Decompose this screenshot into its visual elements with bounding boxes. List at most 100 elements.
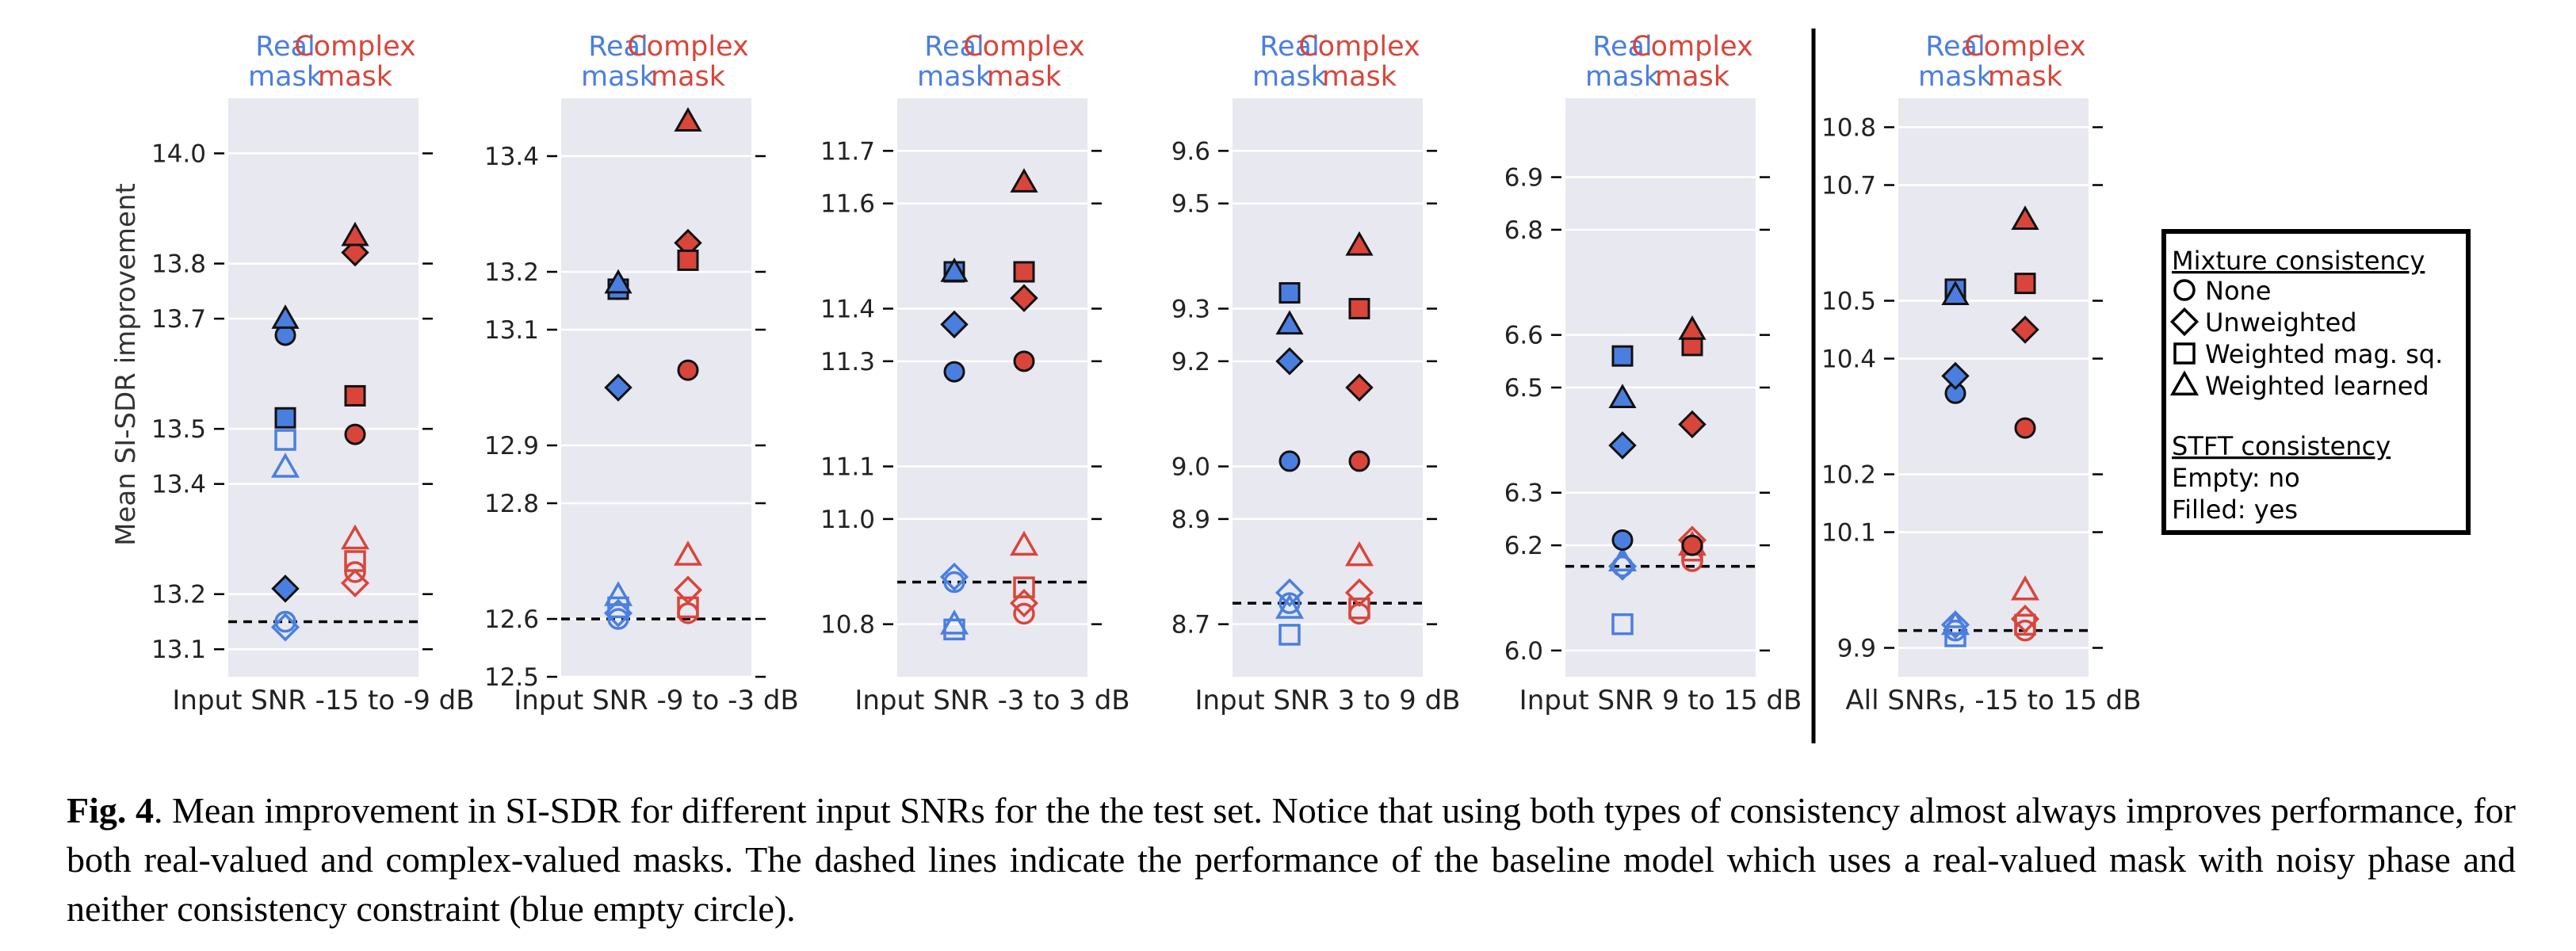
caption-label: Fig. 4 [67, 790, 154, 831]
data-point [1013, 261, 1035, 283]
real-mask-header: Real [1925, 31, 1985, 63]
y-tick-label: 11.1 [820, 453, 875, 482]
plot-area [228, 98, 419, 677]
y-tick-label: 13.7 [151, 305, 206, 334]
data-point [604, 269, 633, 294]
real-mask-header: Real [924, 31, 984, 63]
plot-area [897, 98, 1087, 677]
legend-marker [2169, 307, 2200, 337]
data-point [344, 561, 366, 583]
legend-item-label: None [2205, 276, 2271, 306]
data-point [1345, 373, 1374, 402]
data-point [1608, 431, 1637, 460]
data-point [1345, 231, 1374, 256]
data-point [270, 613, 300, 642]
y-axis-label: Mean SI-SDR improvement [110, 183, 142, 546]
data-point [1611, 529, 1634, 551]
data-point [2014, 417, 2036, 439]
y-tick-label: 8.9 [1171, 506, 1210, 534]
legend: Mixture consistency NoneUnweightedWeight… [2161, 229, 2471, 535]
data-point [340, 568, 370, 598]
data-point [1940, 609, 1970, 636]
data-point [274, 429, 296, 451]
plot-area [561, 98, 751, 677]
x-axis-label: Input SNR -15 to -9 dB [172, 685, 474, 716]
y-tick-label: 6.9 [1504, 164, 1543, 193]
real-mask-header: mask [1252, 61, 1328, 93]
caption-text: . Mean improvement in SI-SDR for differe… [67, 790, 2516, 929]
chart-panel: 10.8 11.0 11.1 11.3 11.4 11.6 11.7 RealmaskComp… [820, 31, 1130, 716]
data-point [1348, 450, 1370, 472]
data-point [1013, 602, 1035, 625]
real-mask-header: mask [1918, 61, 1993, 93]
y-tick-label: 6.2 [1504, 532, 1543, 560]
data-point [341, 221, 369, 246]
y-tick-label: 10.8 [820, 611, 875, 640]
y-tick-label: 6.0 [1504, 637, 1543, 666]
y-tick-label: 12.6 [484, 605, 539, 634]
y-tick-label: 8.7 [1171, 611, 1210, 640]
y-tick-label: 10.8 [1821, 114, 1876, 143]
data-point [1009, 589, 1039, 618]
data-point [1275, 578, 1305, 607]
legend-stft-empty: Empty: no [2172, 463, 2300, 493]
complex-mask-header: Complex [1631, 31, 1753, 63]
data-point [2011, 205, 2039, 231]
data-point [1678, 410, 1707, 439]
y-tick-label: 12.5 [484, 663, 539, 692]
data-point [674, 107, 702, 132]
complex-mask-header: mask [1322, 61, 1397, 93]
complex-mask-header: mask [1655, 61, 1730, 93]
data-point [943, 361, 965, 383]
data-point [1344, 540, 1374, 567]
x-axis-label: Input SNR -9 to -3 dB [514, 685, 799, 716]
data-point [1944, 625, 1966, 647]
data-point [940, 257, 969, 282]
legend-stft-title: STFT consistency [2172, 431, 2391, 461]
data-point [1348, 597, 1370, 620]
data-point [1278, 624, 1301, 646]
real-mask-header: mask [917, 61, 992, 93]
y-tick-label: 11.6 [820, 190, 875, 219]
data-point [1013, 350, 1035, 372]
data-point [1278, 282, 1301, 304]
real-mask-header: Real [1592, 31, 1652, 63]
data-point [271, 304, 300, 329]
data-point [1344, 578, 1374, 607]
complex-mask-header: Complex [963, 31, 1085, 63]
complex-mask-header: mask [651, 61, 726, 93]
y-tick-label: 11.3 [820, 348, 875, 376]
y-tick-label: 6.3 [1504, 479, 1543, 508]
legend-frame [2161, 229, 2471, 535]
data-point [271, 575, 300, 603]
y-tick-label: 9.5 [1171, 190, 1210, 219]
data-point [1941, 281, 1970, 305]
y-tick-label: 9.6 [1171, 137, 1210, 166]
legend-marker [2173, 279, 2196, 301]
legend-mixture-title: Mixture consistency [2172, 246, 2425, 276]
y-tick-label: 13.5 [151, 415, 206, 444]
data-point [677, 359, 699, 381]
legend-item-label: Weighted mag. sq. [2205, 339, 2443, 369]
chart-panel: 13.1 13.2 13.4 13.5 13.7 13.8 14.0 RealmaskComp… [151, 31, 475, 716]
data-point [274, 610, 296, 633]
data-point [677, 249, 699, 271]
data-point [2010, 575, 2040, 601]
data-point [1275, 310, 1304, 335]
data-point [2011, 315, 2039, 344]
legend-marker [2173, 342, 2196, 365]
data-point [607, 596, 629, 619]
data-point [1678, 315, 1707, 340]
legend-marker [2169, 370, 2200, 395]
complex-mask-header: Complex [1964, 31, 2086, 63]
y-tick-label: 6.5 [1504, 374, 1543, 403]
legend-item-label: Weighted learned [2205, 371, 2429, 401]
data-point [1010, 284, 1038, 312]
chart-panel: 8.7 8.9 9.0 9.2 9.3 9.5 9.6 RealmaskComplexmask… [1171, 31, 1461, 716]
data-point [607, 608, 629, 630]
y-tick-label: 13.1 [484, 316, 539, 345]
data-point [940, 310, 969, 339]
data-point [344, 550, 366, 572]
data-point [673, 540, 703, 566]
data-point [1608, 384, 1637, 409]
